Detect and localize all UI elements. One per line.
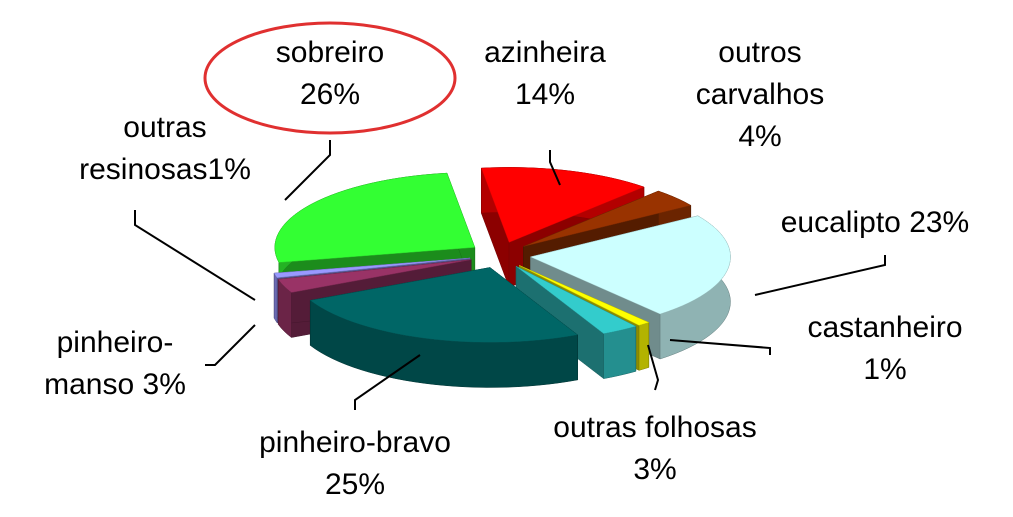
slice-wall bbox=[603, 325, 637, 379]
leader-line bbox=[669, 339, 771, 355]
slice-label: azinheira 14% bbox=[460, 32, 630, 116]
leader-lines bbox=[134, 140, 886, 410]
value-label: 23% bbox=[909, 206, 970, 239]
leader-line bbox=[284, 140, 331, 201]
slice bbox=[480, 167, 645, 243]
slice bbox=[515, 266, 637, 334]
slice bbox=[273, 257, 471, 278]
value-label: 25% bbox=[324, 468, 386, 501]
value-label: 26% bbox=[299, 78, 361, 111]
category-label: castanheiro bbox=[807, 311, 963, 344]
slice bbox=[519, 265, 650, 326]
highlight-ellipse bbox=[203, 21, 457, 135]
leader-line bbox=[354, 354, 421, 410]
value-label: 4% bbox=[738, 120, 782, 153]
category-label: sobreiro bbox=[275, 36, 385, 69]
leader-line bbox=[205, 324, 256, 366]
category-label: outras resinosas bbox=[79, 111, 208, 186]
slice-label: pinheiro-manso 3% bbox=[20, 322, 210, 406]
category-label: pinheiro-bravo bbox=[259, 426, 451, 459]
leader-line bbox=[134, 210, 256, 301]
category-label: pinheiro-manso bbox=[44, 326, 174, 401]
slice-label: sobreiro 26% bbox=[250, 32, 410, 116]
slice-label: pinheiro-bravo 25% bbox=[235, 422, 475, 506]
value-label: 1% bbox=[863, 353, 907, 386]
slice-label: outras folhosas 3% bbox=[550, 407, 760, 491]
slice bbox=[309, 267, 579, 343]
slice-label: castanheiro 1% bbox=[785, 307, 985, 391]
category-label: outras folhosas bbox=[553, 411, 757, 444]
value-label: 14% bbox=[514, 78, 576, 111]
leader-line bbox=[549, 150, 561, 186]
leader-line bbox=[647, 344, 660, 391]
category-label: azinheira bbox=[484, 36, 606, 69]
value-label: 3% bbox=[142, 368, 186, 401]
category-label: eucalipto bbox=[780, 206, 901, 239]
value-label: 1% bbox=[207, 153, 251, 186]
value-label: 3% bbox=[633, 453, 677, 486]
slice bbox=[523, 190, 692, 247]
slice-label: outros carvalhos 4% bbox=[675, 32, 845, 158]
slice-label: eucalipto 23% bbox=[745, 202, 1005, 244]
leader-line bbox=[754, 255, 886, 296]
slice-label: outras resinosas1% bbox=[50, 107, 280, 191]
slice bbox=[274, 172, 476, 263]
slice bbox=[529, 215, 731, 315]
slice-wall bbox=[273, 272, 278, 324]
category-label: outros carvalhos bbox=[695, 36, 825, 111]
slices bbox=[273, 167, 731, 388]
slice bbox=[277, 259, 472, 293]
